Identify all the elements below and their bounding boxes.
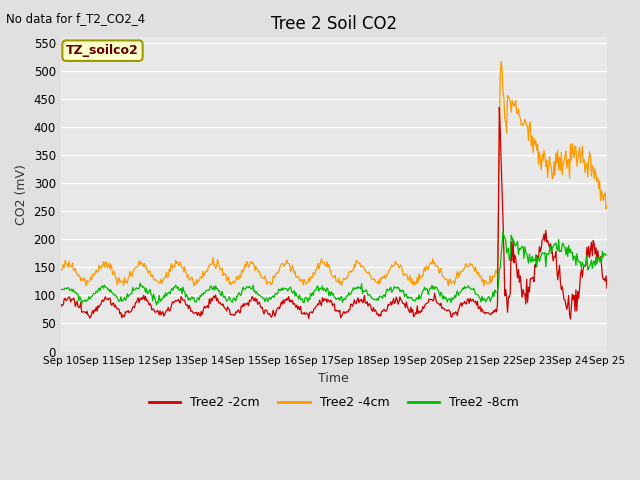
Text: TZ_soilco2: TZ_soilco2	[66, 44, 139, 57]
Text: No data for f_T2_CO2_4: No data for f_T2_CO2_4	[6, 12, 145, 25]
Y-axis label: CO2 (mV): CO2 (mV)	[15, 164, 28, 225]
X-axis label: Time: Time	[319, 372, 349, 385]
Legend: Tree2 -2cm, Tree2 -4cm, Tree2 -8cm: Tree2 -2cm, Tree2 -4cm, Tree2 -8cm	[143, 391, 524, 414]
Title: Tree 2 Soil CO2: Tree 2 Soil CO2	[271, 15, 397, 33]
